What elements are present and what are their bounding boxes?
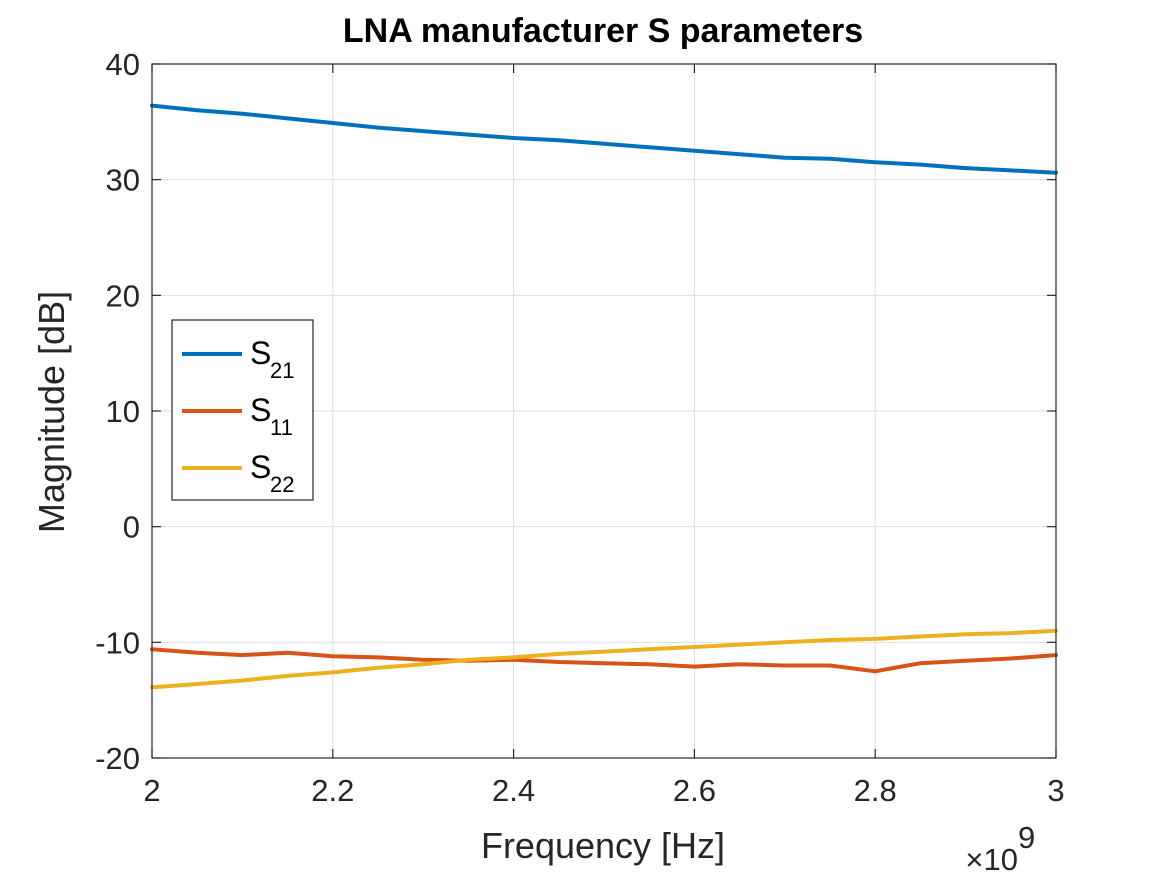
- y-tick-label: 10: [106, 394, 140, 429]
- chart-title: LNA manufacturer S parameters: [343, 12, 863, 50]
- y-tick-label: 0: [123, 510, 140, 545]
- x-exponent-power: 9: [1018, 820, 1035, 855]
- x-tick-label: 2.4: [492, 773, 535, 808]
- legend-subscript-s22: 22: [270, 472, 294, 497]
- y-tick-label: -20: [95, 741, 140, 776]
- y-tick-label: 30: [106, 163, 140, 198]
- y-axis-label: Magnitude [dB]: [31, 291, 72, 533]
- y-tick-label: -10: [95, 625, 140, 660]
- series-line-s11: [150, 647, 1058, 674]
- x-tick-label: 2: [143, 773, 160, 808]
- y-tick-label: 40: [106, 47, 140, 82]
- series-line-s22: [150, 628, 1058, 690]
- x-tick-label: 2.2: [311, 773, 354, 808]
- legend-label-s22: S: [250, 449, 271, 485]
- legend-label-s11: S: [250, 392, 271, 428]
- x-tick-label: 3: [1047, 773, 1064, 808]
- x-tick-label: 2.6: [673, 773, 716, 808]
- grid: [151, 63, 1057, 759]
- series-layer: [150, 103, 1058, 690]
- ticks: 2 2.2 2.4 2.6 2.8 3 -20 -10 0 10 20 30 40: [95, 47, 1064, 808]
- legend-subscript-s11: 11: [270, 415, 293, 440]
- legend-label-s21: S: [250, 335, 271, 371]
- y-tick-label: 20: [106, 278, 140, 313]
- x-axis-label: Frequency [Hz]: [481, 825, 725, 866]
- x-exponent-label: ×10: [965, 842, 1018, 875]
- series-line-s21: [150, 103, 1058, 175]
- x-tick-label: 2.8: [854, 773, 897, 808]
- legend-subscript-s21: 21: [270, 358, 294, 383]
